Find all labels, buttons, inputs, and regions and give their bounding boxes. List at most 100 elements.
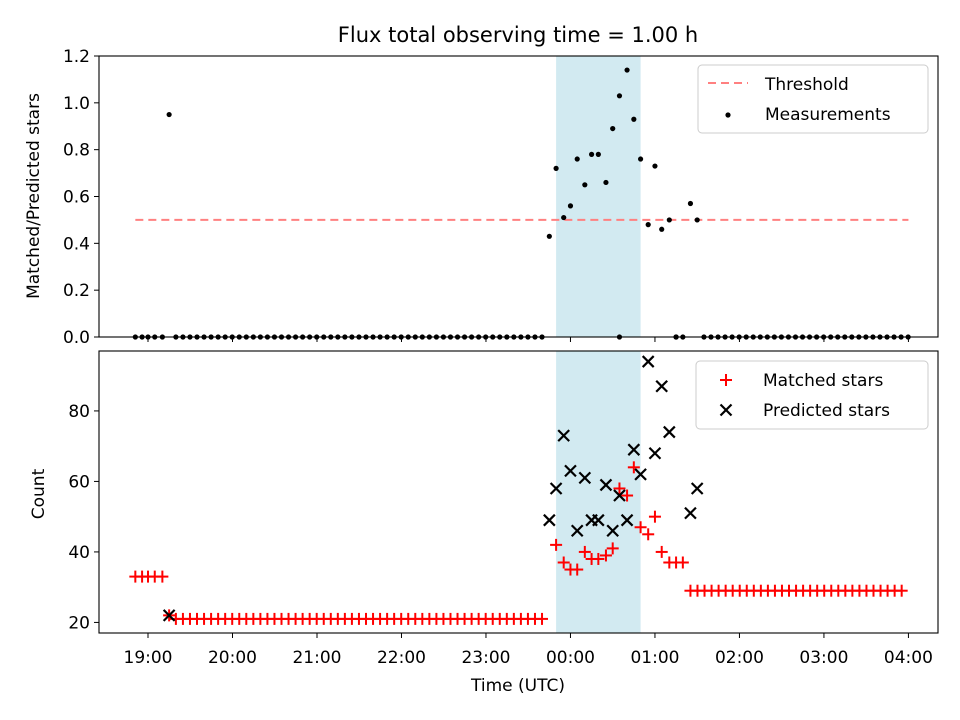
- legend-measurement-label: Measurements: [765, 105, 891, 125]
- x-tick-label: 21:00: [292, 648, 341, 668]
- marker-stroke: [613, 489, 626, 502]
- marker-stroke: [570, 524, 584, 538]
- matched-star-marker: [634, 521, 647, 534]
- legend-predicted-label: Predicted stars: [763, 401, 890, 421]
- measurement-point: [694, 217, 700, 223]
- measurement-point: [567, 203, 574, 209]
- top-y-axis-label: Matched/Predicted stars: [24, 93, 44, 299]
- measurement-point: [624, 67, 630, 73]
- chart-title: Flux total observing time = 1.00 h: [338, 23, 698, 47]
- marker-stroke: [578, 471, 592, 485]
- matched-star-marker: [536, 612, 549, 625]
- matched-star-marker: [599, 549, 612, 562]
- marker-stroke: [634, 468, 647, 481]
- bottom-legend: Matched stars Predicted stars: [695, 360, 929, 430]
- measurement-point: [687, 200, 694, 207]
- measurement-point: [637, 156, 644, 162]
- x-tick-label: 19:00: [124, 648, 173, 668]
- matched-star-marker: [648, 510, 661, 523]
- matched-star-marker: [571, 563, 584, 576]
- predicted-star-marker: [549, 482, 563, 495]
- marker-stroke: [655, 379, 668, 393]
- marker-stroke: [564, 464, 577, 478]
- x-tick-label: 03:00: [799, 648, 848, 668]
- measurement-point: [666, 217, 672, 223]
- predicted-star-marker: [648, 446, 662, 460]
- y-tick-label: 0.0: [63, 328, 90, 348]
- bottom-plot: 20 40 60 80 19:00 20:00 21:00 22:00 23:00 00:00 01…: [68, 350, 939, 668]
- predicted-star-marker: [557, 429, 570, 442]
- measurement-point: [582, 182, 588, 188]
- matched-star-marker: [642, 528, 655, 541]
- predicted-star-marker: [564, 464, 577, 478]
- predicted-star-marker: [620, 513, 634, 527]
- measurement-point: [595, 151, 601, 157]
- y-tick-label: 0.4: [63, 234, 90, 254]
- shaded-region: [556, 56, 641, 337]
- predicted-star-marker: [592, 513, 605, 527]
- predicted-star-marker: [663, 425, 676, 439]
- matched-star-marker: [592, 552, 605, 565]
- measurement-point: [603, 179, 609, 186]
- bottom-y-axis-label: Count: [29, 468, 49, 519]
- matched-star-marker: [676, 556, 689, 569]
- measurement-point: [588, 151, 595, 157]
- matched-star-marker: [156, 570, 169, 583]
- y-tick-label: 0.8: [63, 141, 90, 161]
- measurement-point: [659, 226, 665, 232]
- matched-star-marker: [895, 584, 908, 597]
- predicted-star-marker: [690, 482, 704, 495]
- legend-predicted-swatch: [719, 403, 733, 417]
- y-tick-label: 1.2: [63, 47, 90, 67]
- bottom-axes-frame: [98, 350, 939, 634]
- legend-measurement-swatch: [725, 112, 731, 118]
- matched-star-marker: [578, 545, 591, 558]
- marker-stroke: [543, 513, 556, 527]
- measurement-point: [610, 125, 616, 132]
- marker-stroke: [606, 524, 619, 538]
- legend-box: [697, 64, 929, 134]
- predicted-star-marker: [599, 478, 613, 492]
- predicted-star-marker: [655, 379, 668, 393]
- top-legend: Threshold Measurements: [697, 64, 929, 134]
- marker-stroke: [648, 446, 662, 460]
- x-tick-label: 01:00: [630, 648, 679, 668]
- x-tick-label: 00:00: [546, 648, 595, 668]
- legend-box: [695, 360, 929, 430]
- predicted-star-marker: [543, 513, 556, 527]
- predicted-star-marker: [684, 506, 697, 520]
- x-tick-label: 22:00: [377, 648, 426, 668]
- y-tick-label: 20: [68, 613, 90, 633]
- marker-stroke: [599, 478, 613, 492]
- predicted-star-marker: [627, 443, 641, 456]
- measurement-point: [652, 163, 658, 169]
- top-plot: 0.0 0.2 0.4 0.6 0.8 1.0 1.2 Threshold Measuremen…: [63, 47, 939, 348]
- legend-threshold-label: Threshold: [764, 75, 849, 95]
- predicted-star-marker: [606, 524, 619, 538]
- y-tick-label: 80: [68, 402, 90, 422]
- matched-star-marker: [557, 556, 570, 569]
- predicted-star-marker: [641, 355, 655, 368]
- x-axis-label: Time (UTC): [470, 676, 565, 696]
- predicted-star-marker: [613, 489, 626, 502]
- matched-star-marker: [621, 489, 634, 502]
- x-tick-label: 04:00: [884, 648, 933, 668]
- matched-star-marker: [655, 545, 668, 558]
- y-tick-label: 40: [68, 543, 90, 563]
- measurement-point: [616, 93, 623, 99]
- measurement-point: [546, 233, 552, 239]
- marker-stroke: [690, 482, 704, 495]
- predicted-star-marker: [634, 468, 647, 481]
- y-tick-label: 1.0: [63, 94, 90, 114]
- marker-stroke: [592, 513, 605, 527]
- predicted-star-marker: [570, 524, 584, 538]
- marker-stroke: [663, 425, 676, 439]
- matched-star-marker: [613, 482, 626, 495]
- measurement-point: [631, 116, 637, 122]
- matched-star-marker: [606, 542, 619, 555]
- marker-stroke: [557, 429, 570, 442]
- measurement-point: [553, 165, 559, 171]
- x-tick-label: 02:00: [715, 648, 764, 668]
- marker-stroke: [162, 609, 176, 622]
